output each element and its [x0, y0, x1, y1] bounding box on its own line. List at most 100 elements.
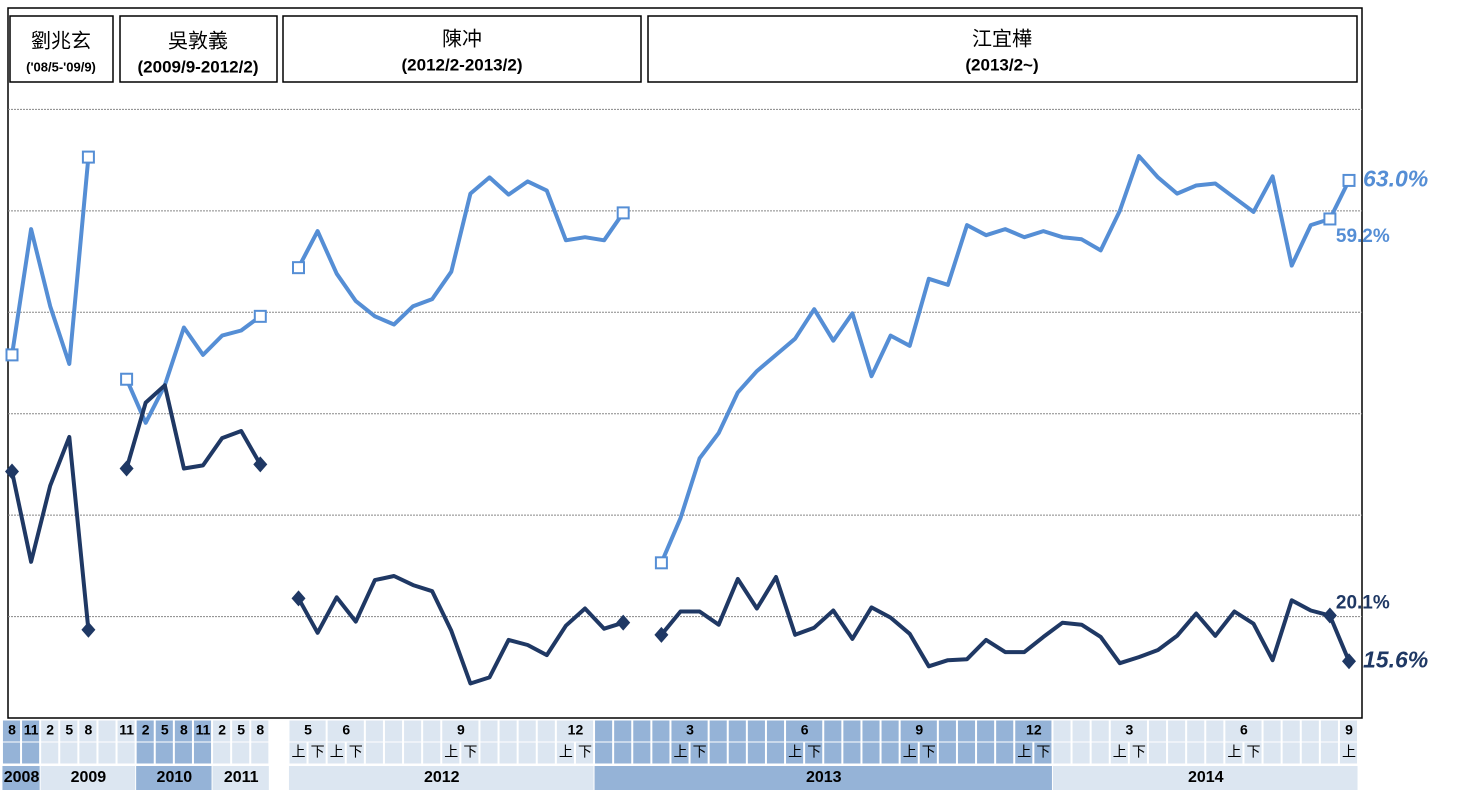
half-cell: [689, 741, 709, 765]
month-label: 6: [801, 722, 809, 738]
half-cell: [1167, 741, 1187, 765]
half-cell: [1243, 741, 1263, 765]
half-cell: [937, 741, 957, 765]
month-cell: [937, 719, 957, 743]
month-label: 5: [161, 722, 169, 738]
half-cell: [326, 741, 346, 765]
year-label: 2012: [424, 769, 460, 786]
half-label: 上: [559, 744, 573, 760]
point-marker: [81, 150, 95, 164]
half-cell: [403, 741, 423, 765]
month-cell: [1319, 719, 1339, 743]
month-cell: [651, 719, 671, 743]
half-cell: [154, 741, 174, 765]
half-cell: [785, 741, 805, 765]
leader-name: 劉兆玄: [31, 29, 91, 52]
month-label: 9: [1345, 722, 1353, 738]
month-label: 12: [568, 722, 584, 738]
plot-frame: [7, 7, 1363, 719]
month-cell: [1186, 719, 1206, 743]
point-marker: [654, 556, 668, 570]
half-cell: [555, 741, 575, 765]
half-label: 上: [788, 744, 802, 760]
month-cell: [1300, 719, 1320, 743]
month-cell: [1071, 719, 1091, 743]
half-cell: [632, 741, 652, 765]
month-cell: [727, 719, 747, 743]
month-cell: [517, 719, 537, 743]
year-label: 2014: [1188, 769, 1224, 786]
half-cell: [1033, 741, 1053, 765]
value-label: 59.2%: [1336, 226, 1390, 247]
month-label: 5: [65, 722, 73, 738]
year-label: 2010: [157, 769, 193, 786]
half-label: 上: [330, 744, 344, 760]
half-cell: [727, 741, 747, 765]
month-cell: [479, 719, 499, 743]
point-marker: [616, 206, 630, 220]
month-cell: [842, 719, 862, 743]
value-label: 15.6%: [1363, 646, 1428, 672]
half-cell: [40, 741, 60, 765]
month-cell: [746, 719, 766, 743]
half-cell: [1319, 741, 1339, 765]
half-label: 下: [693, 744, 707, 760]
half-cell: [1205, 741, 1225, 765]
month-label: 2: [142, 722, 150, 738]
year-label: 2009: [71, 769, 107, 786]
series-line: [10, 383, 1351, 686]
month-cell: [364, 719, 384, 743]
half-cell: [574, 741, 595, 765]
half-cell: [842, 741, 862, 765]
half-cell: [78, 741, 98, 765]
point-marker: [119, 460, 134, 477]
month-cell: [97, 719, 117, 743]
month-cell: [880, 719, 900, 743]
half-cell: [1090, 741, 1110, 765]
point-marker: [292, 261, 305, 275]
half-cell: [861, 741, 881, 765]
half-label: 下: [311, 744, 325, 760]
month-cell: [422, 719, 442, 743]
half-cell: [1338, 741, 1359, 765]
half-label: 上: [1113, 744, 1127, 760]
half-cell: [1109, 741, 1129, 765]
month-cell: [956, 719, 977, 743]
leader-term: (2009/9-2012/2): [138, 57, 259, 76]
month-cell: [976, 719, 996, 743]
month-label: 3: [1125, 722, 1133, 738]
year-cell: [288, 766, 594, 790]
month-cell: [1281, 719, 1301, 743]
month-label: 9: [915, 722, 923, 738]
half-label: 下: [1036, 744, 1050, 760]
month-label: 2: [218, 722, 226, 738]
half-cell: [288, 741, 308, 765]
half-cell: [307, 741, 327, 765]
half-cell: [441, 741, 461, 765]
half-cell: [517, 741, 537, 765]
half-cell: [345, 741, 365, 765]
point-marker: [1323, 212, 1337, 226]
leader-box: [9, 15, 114, 83]
month-cell: [1205, 719, 1225, 743]
leader-box: [119, 15, 278, 83]
month-label: 8: [85, 722, 93, 738]
half-label: 上: [674, 744, 688, 760]
half-cell: [1128, 741, 1148, 765]
point-marker: [120, 372, 134, 386]
point-marker: [616, 614, 631, 631]
half-cell: [498, 741, 518, 765]
month-cell: [861, 719, 881, 743]
point-marker: [5, 463, 19, 480]
year-cell: [2, 766, 40, 790]
value-label: 20.1%: [1336, 593, 1390, 614]
month-label: 6: [342, 722, 350, 738]
half-cell: [670, 741, 690, 765]
month-cell: [594, 719, 614, 743]
month-cell: [1052, 719, 1072, 743]
month-cell: [765, 719, 786, 743]
leader-name: 吳敦義: [168, 29, 228, 52]
half-cell: [1262, 741, 1282, 765]
half-cell: [613, 741, 633, 765]
month-cell: [995, 719, 1015, 743]
